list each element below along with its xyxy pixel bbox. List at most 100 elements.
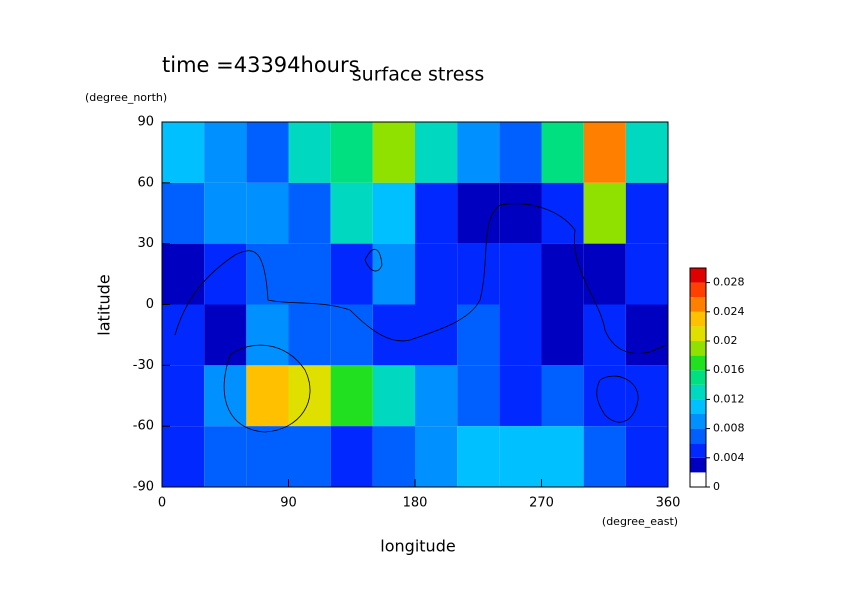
cell: [288, 304, 331, 366]
cell: [541, 243, 584, 305]
cell: [583, 122, 626, 183]
cell: [415, 243, 458, 305]
time-label: time =43394hours: [162, 53, 360, 77]
cell: [625, 365, 668, 427]
chart-title: surface stress: [352, 64, 485, 86]
cell: [583, 243, 626, 305]
colorbar-band: [690, 457, 706, 473]
cell: [246, 304, 289, 366]
cell: [541, 122, 584, 183]
y-tick-label: -90: [133, 480, 154, 495]
cell: [541, 304, 584, 366]
cell: [372, 304, 415, 366]
cell: [330, 243, 373, 305]
y-tick-label: -30: [133, 358, 154, 373]
cell: [246, 182, 289, 244]
x-tick-label: 270: [529, 496, 554, 511]
cell: [499, 243, 542, 305]
y-axis-title: latitude: [95, 274, 114, 335]
cell: [372, 122, 415, 183]
cell: [625, 243, 668, 305]
cell: [457, 304, 500, 366]
cell: [288, 182, 331, 244]
cell: [330, 122, 373, 183]
colorbar-band: [690, 341, 706, 356]
x-tick-label: 0: [158, 496, 166, 511]
colorbar-tick-label: 0.016: [713, 363, 745, 376]
cell: [499, 304, 542, 366]
x-axis-title: longitude: [380, 537, 455, 556]
colorbar-band: [690, 311, 706, 327]
colorbar-band: [690, 370, 706, 385]
cell: [246, 426, 289, 487]
cell: [625, 304, 668, 366]
cell: [499, 122, 542, 183]
cell: [625, 182, 668, 244]
coastline: [174, 203, 666, 433]
colorbar-band: [690, 268, 706, 283]
cell: [499, 365, 542, 427]
cell: [457, 122, 500, 183]
cell: [583, 426, 626, 487]
cell: [204, 182, 247, 244]
colorbar-band: [690, 428, 706, 444]
colorbar-band: [690, 414, 706, 429]
colorbar-band: [690, 326, 706, 341]
cell: [457, 182, 500, 244]
cell: [625, 122, 668, 183]
cell: [372, 426, 415, 487]
colorbar-tick-label: 0.008: [713, 422, 745, 435]
y-tick-label: 60: [137, 175, 154, 190]
colorbar-tick-label: 0: [713, 480, 720, 493]
colorbar-frame: [689, 267, 707, 488]
colorbar-band: [690, 355, 706, 371]
y-tick-label: 30: [137, 236, 154, 251]
cell: [372, 182, 415, 244]
cell: [625, 426, 668, 487]
cell: [372, 365, 415, 427]
colorbar-tick-label: 0.012: [713, 392, 745, 405]
cell: [330, 304, 373, 366]
x-unit: (degree_east): [602, 515, 678, 528]
cell: [583, 304, 626, 366]
colorbar-band: [690, 399, 706, 414]
cell: [499, 426, 542, 487]
x-tick-label: 360: [656, 496, 681, 511]
cell: [246, 122, 289, 183]
y-unit: (degree_north): [85, 91, 167, 104]
colorbar-tick-label: 0.02: [713, 334, 738, 347]
cell: [583, 182, 626, 244]
colorbar-band: [690, 282, 706, 298]
colorbar-tick-label: 0.024: [713, 305, 745, 318]
colorbar-band: [690, 297, 706, 312]
cell: [204, 304, 247, 366]
y-tick-label: 0: [146, 297, 154, 312]
colorbar-band: [690, 443, 706, 458]
cell: [162, 365, 205, 427]
cell: [541, 426, 584, 487]
cell: [204, 122, 247, 183]
cell: [162, 426, 205, 487]
cell: [330, 426, 373, 487]
x-tick-label: 90: [280, 496, 297, 511]
cell: [583, 365, 626, 427]
cell: [415, 304, 458, 366]
cell: [162, 182, 205, 244]
y-tick-label: -60: [133, 419, 154, 434]
cell: [330, 365, 373, 427]
colorbar-tick-label: 0.004: [713, 451, 745, 464]
cell: [330, 182, 373, 244]
cell: [288, 243, 331, 305]
cell: [541, 365, 584, 427]
colorbar-band: [690, 472, 706, 487]
cell: [457, 426, 500, 487]
cell: [288, 426, 331, 487]
cell: [162, 243, 205, 305]
cell: [457, 365, 500, 427]
cell: [204, 426, 247, 487]
cell: [415, 182, 458, 244]
cell: [162, 304, 205, 366]
cell: [162, 122, 205, 183]
cell: [415, 365, 458, 427]
